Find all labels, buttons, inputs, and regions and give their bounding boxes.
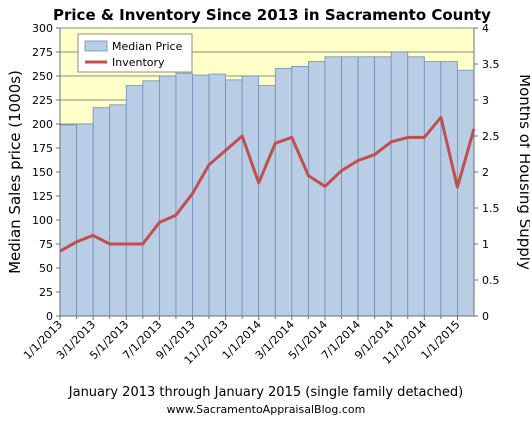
y-tick-label: 25 xyxy=(39,286,53,299)
y-tick-label: 175 xyxy=(32,142,53,155)
source-credit: www.SacramentoAppraisalBlog.com xyxy=(167,403,366,416)
x-axis-ticks: 1/1/20133/1/20135/1/20137/1/20139/1/2013… xyxy=(21,316,463,367)
bar xyxy=(440,61,458,317)
bar xyxy=(158,75,177,317)
y2-tick-label: 3.5 xyxy=(482,58,500,71)
y-tick-label: 50 xyxy=(39,262,53,275)
y-tick-label: 75 xyxy=(39,238,53,251)
bar xyxy=(109,104,127,317)
y-tick-label: 100 xyxy=(32,214,53,227)
y2-tick-label: 0 xyxy=(482,310,489,323)
bar xyxy=(258,85,276,317)
y-tick-label: 225 xyxy=(32,94,53,107)
bar xyxy=(407,56,425,317)
y-axis-label: Median Sales price (1000s) xyxy=(6,70,24,274)
bar-series xyxy=(59,51,475,317)
y-tick-label: 275 xyxy=(32,46,53,59)
x-axis-label: January 2013 through January 2015 (singl… xyxy=(68,385,463,400)
legend: Median Price Inventory xyxy=(77,33,193,73)
y2-axis-label: Months of Housing Supply xyxy=(516,74,530,270)
y-tick-label: 125 xyxy=(32,190,53,203)
y2-tick-label: 1 xyxy=(482,238,489,251)
line-series xyxy=(59,115,476,253)
bar xyxy=(92,107,111,317)
inventory-line xyxy=(59,115,476,253)
bar xyxy=(125,85,144,317)
legend-box xyxy=(77,33,193,73)
bar xyxy=(423,61,442,317)
bar xyxy=(457,69,475,317)
bar xyxy=(208,73,226,317)
y-tick-label: 150 xyxy=(32,166,53,179)
y2-axis-ticks: 0 0.5 1 1.5 2 2.5 3 3.5 4 xyxy=(474,22,500,323)
y2-tick-label: 4 xyxy=(482,22,489,35)
y2-tick-label: 2.5 xyxy=(482,130,500,143)
bar xyxy=(291,66,309,317)
bar xyxy=(59,124,77,317)
bar xyxy=(357,56,376,317)
y2-tick-label: 2 xyxy=(482,166,489,179)
legend-label-inventory: Inventory xyxy=(112,56,165,69)
bar xyxy=(374,56,392,317)
legend-swatch-median-price xyxy=(84,40,108,52)
bar xyxy=(142,80,160,317)
legend-label-median-price: Median Price xyxy=(112,40,183,53)
bar xyxy=(225,79,243,317)
y2-tick-label: 3 xyxy=(482,94,489,107)
y-tick-label: 250 xyxy=(32,70,53,83)
bar xyxy=(341,56,359,317)
y-tick-label: 300 xyxy=(32,22,53,35)
bar xyxy=(324,56,342,317)
y-tick-label: 200 xyxy=(32,118,53,131)
bar xyxy=(241,75,260,317)
y-axis-ticks: 0 25 50 75 100 125 150 175 200 225 250 275 300 xyxy=(32,22,60,323)
chart-title: Price & Inventory Since 2013 in Sacramen… xyxy=(53,6,491,24)
bar xyxy=(307,61,326,317)
bar xyxy=(390,51,409,317)
y2-tick-label: 1.5 xyxy=(482,202,500,215)
bar xyxy=(76,123,94,317)
y-tick-label: 0 xyxy=(46,310,53,323)
bar xyxy=(192,74,210,317)
bar xyxy=(274,67,293,317)
y2-tick-label: 0.5 xyxy=(482,274,500,287)
